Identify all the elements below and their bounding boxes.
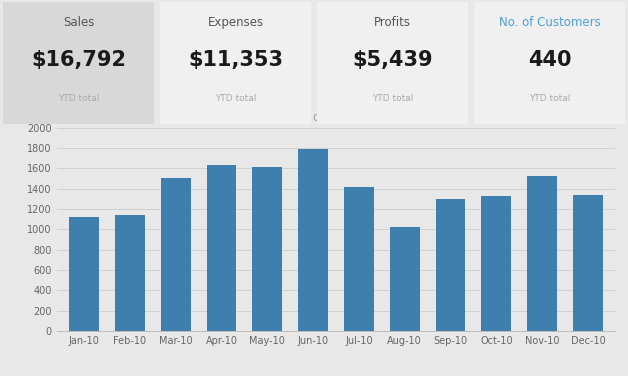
Bar bbox=[252, 167, 282, 331]
Bar bbox=[390, 227, 420, 331]
Text: YTD total: YTD total bbox=[372, 94, 413, 103]
Bar bbox=[436, 199, 465, 331]
Text: Expenses: Expenses bbox=[207, 16, 264, 29]
Bar bbox=[573, 195, 603, 331]
Bar bbox=[161, 177, 190, 331]
Bar bbox=[528, 176, 557, 331]
Text: $5,439: $5,439 bbox=[352, 50, 433, 70]
Text: YTD total: YTD total bbox=[529, 94, 570, 103]
Text: No. of Customers: No. of Customers bbox=[499, 16, 600, 29]
Bar bbox=[482, 196, 511, 331]
Title: Monthly breakup of Sales [Jan - Dec, 2010]: Monthly breakup of Sales [Jan - Dec, 201… bbox=[210, 111, 462, 124]
Bar bbox=[298, 149, 328, 331]
Bar bbox=[69, 217, 99, 331]
Text: Profits: Profits bbox=[374, 16, 411, 29]
Bar bbox=[207, 165, 236, 331]
Bar bbox=[115, 215, 144, 331]
Text: Sales: Sales bbox=[63, 16, 94, 29]
Text: YTD total: YTD total bbox=[215, 94, 256, 103]
Text: $16,792: $16,792 bbox=[31, 50, 126, 70]
Text: YTD total: YTD total bbox=[58, 94, 99, 103]
Bar bbox=[344, 187, 374, 331]
Text: 440: 440 bbox=[528, 50, 571, 70]
Text: $11,353: $11,353 bbox=[188, 50, 283, 70]
